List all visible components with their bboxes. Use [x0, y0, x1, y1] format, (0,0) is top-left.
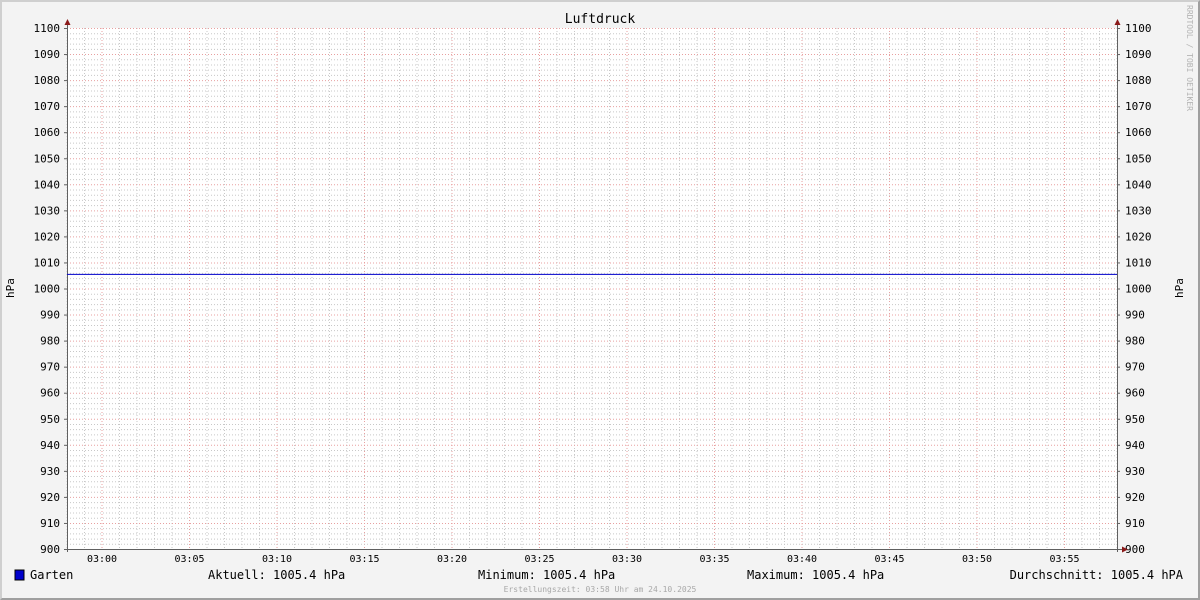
y-tick-label-right: 980 — [1125, 335, 1145, 348]
x-tick-label: 03:55 — [1049, 554, 1079, 565]
y-tick-label-left: 930 — [40, 465, 60, 478]
y-tick-label-left: 1100 — [34, 22, 61, 35]
y-tick-label-right: 1000 — [1125, 283, 1152, 296]
y-tick-label-left: 1040 — [34, 178, 61, 191]
y-tick-label-right: 1030 — [1125, 204, 1152, 217]
y-tick-label-left: 1030 — [34, 204, 61, 217]
y-tick-label-left: 1060 — [34, 126, 61, 139]
y-tick-label-right: 910 — [1125, 517, 1145, 530]
y-tick-label-left: 1020 — [34, 230, 61, 243]
x-tick-label: 03:50 — [962, 554, 992, 565]
legend-aktuell: Aktuell: 1005.4 hPa — [208, 568, 345, 582]
y-tick-label-right: 1010 — [1125, 256, 1152, 269]
y-tick-label-right: 900 — [1125, 543, 1145, 556]
y-tick-label-left: 1050 — [34, 152, 61, 165]
y-tick-label-right: 960 — [1125, 387, 1145, 400]
y-tick-label-left: 950 — [40, 413, 60, 426]
y-tick-label-right: 930 — [1125, 465, 1145, 478]
y-tick-label-right: 920 — [1125, 491, 1145, 504]
y-tick-label-right: 1020 — [1125, 230, 1152, 243]
y-tick-label-left: 1010 — [34, 256, 61, 269]
y-axis-label-left: hPa — [4, 278, 17, 298]
x-tick-label: 03:20 — [437, 554, 467, 565]
x-tick-label: 03:45 — [874, 554, 904, 565]
y-tick-label-left: 920 — [40, 491, 60, 504]
y-tick-label-left: 990 — [40, 309, 60, 322]
y-tick-label-left: 910 — [40, 517, 60, 530]
y-tick-label-right: 1100 — [1125, 22, 1152, 35]
x-tick-label: 03:05 — [174, 554, 204, 565]
x-axis-arrow — [1122, 546, 1128, 553]
y-tick-label-right: 950 — [1125, 413, 1145, 426]
footer-creation-time: Erstellungszeit: 03:58 Uhr am 24.10.2025 — [504, 585, 697, 594]
x-tick-label: 03:15 — [349, 554, 379, 565]
y-tick-label-left: 1080 — [34, 74, 61, 87]
y-tick-label-right: 1050 — [1125, 152, 1152, 165]
y-axis-arrow-right — [1114, 19, 1121, 25]
legend-series-name: Garten — [30, 568, 73, 582]
y-tick-label-left: 1000 — [34, 283, 61, 296]
y-tick-label-left: 970 — [40, 361, 60, 374]
y-tick-label-right: 1090 — [1125, 48, 1152, 61]
y-tick-label-right: 1060 — [1125, 126, 1152, 139]
y-tick-label-right: 990 — [1125, 309, 1145, 322]
y-axis-label-right: hPa — [1173, 278, 1186, 298]
y-tick-label-left: 1070 — [34, 100, 61, 113]
x-tick-label: 03:10 — [262, 554, 292, 565]
x-tick-label: 03:40 — [787, 554, 817, 565]
chart-title: Luftdruck — [565, 12, 636, 27]
y-tick-label-left: 1090 — [34, 48, 61, 61]
y-tick-label-right: 1070 — [1125, 100, 1152, 113]
legend-minimum: Minimum: 1005.4 hPa — [478, 568, 615, 582]
x-tick-label: 03:35 — [699, 554, 729, 565]
y-axis-arrow-left — [64, 19, 71, 25]
y-tick-label-right: 940 — [1125, 439, 1145, 452]
x-tick-label: 03:25 — [524, 554, 554, 565]
y-tick-label-left: 980 — [40, 335, 60, 348]
y-tick-label-left: 940 — [40, 439, 60, 452]
x-tick-label: 03:00 — [87, 554, 117, 565]
x-tick-label: 03:30 — [612, 554, 642, 565]
watermark: RRDTOOL / TOBI OETIKER — [1185, 5, 1194, 111]
y-tick-label-right: 970 — [1125, 361, 1145, 374]
legend-maximum: Maximum: 1005.4 hPa — [747, 568, 884, 582]
legend-swatch-garten — [14, 569, 25, 581]
legend-durchschnitt: Durchschnitt: 1005.4 hPA — [1010, 568, 1184, 582]
y-tick-label-left: 900 — [40, 543, 60, 556]
y-tick-label-right: 1080 — [1125, 74, 1152, 87]
y-tick-label-right: 1040 — [1125, 178, 1152, 191]
y-tick-label-left: 960 — [40, 387, 60, 400]
